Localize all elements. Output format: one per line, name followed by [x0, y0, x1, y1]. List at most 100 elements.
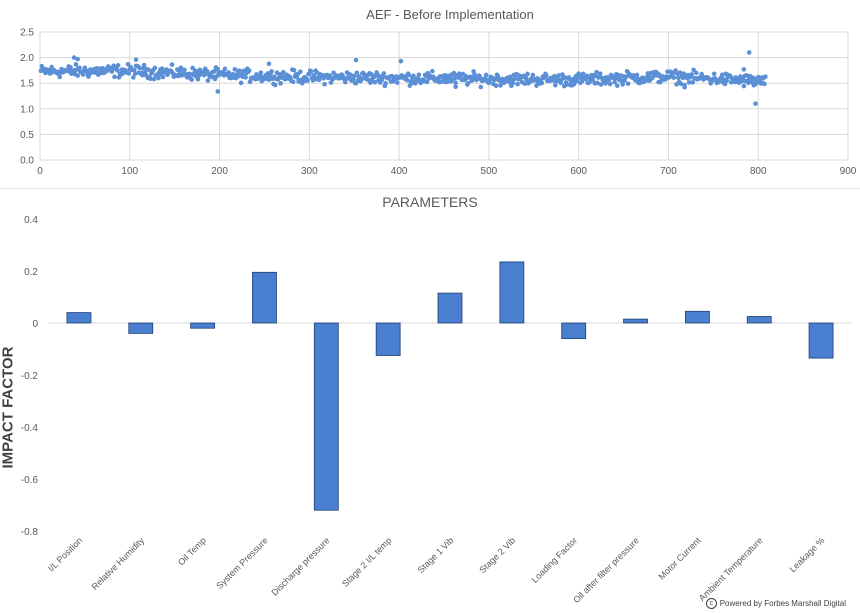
y-tick-label: 0 [32, 319, 38, 330]
scatter-plot-area: 0 100 200 300 400 500 600 700 800 900 0.0 0.5 1.0 1.5… [20, 28, 857, 178]
bar [252, 271, 277, 324]
scatter-point [597, 71, 603, 76]
x-tick-label: 200 [211, 166, 228, 177]
x-tick-label: 700 [660, 166, 677, 177]
bar-chart: PARAMETERS IMPACT FACTOR 0.4 0.2 0 -0.2 -0.4… [0, 188, 860, 613]
scatter-point [595, 80, 600, 86]
scatter-chart: AEF - Before Implementation 0 100 200 300 40… [0, 0, 860, 188]
x-category-label: Stage 2 I/L temp [340, 535, 394, 589]
scatter-point [406, 72, 412, 78]
scatter-point [160, 74, 166, 80]
scatter-point [146, 67, 151, 73]
x-tick-label: 900 [840, 166, 857, 177]
scatter-point [614, 83, 620, 88]
scatter-point [564, 82, 570, 87]
bar [808, 322, 834, 359]
scatter-point [676, 75, 681, 81]
footer: c Powered by Forbes Marshall Digital [705, 598, 846, 609]
scatter-point [247, 79, 253, 85]
scatter-point [607, 81, 613, 87]
scatter-point [151, 76, 157, 82]
scatter-point [525, 71, 530, 77]
scatter-point [553, 82, 558, 88]
scatter-point [305, 78, 310, 83]
scatter-point [612, 79, 617, 85]
bar [66, 312, 92, 324]
scatter-point [395, 80, 400, 85]
scatter-point [351, 73, 357, 79]
y-tick-label: 0.4 [24, 215, 38, 226]
scatter-point [762, 81, 767, 87]
x-category-label: I/L Position [46, 535, 84, 573]
y-tick-label: 0.5 [20, 130, 34, 141]
scatter-point [222, 66, 228, 72]
scatter-point [671, 75, 677, 80]
scatter-point [741, 83, 747, 89]
scatter-point [478, 84, 484, 90]
scatter-point [246, 68, 252, 73]
scatter-point [215, 89, 221, 94]
scatter-point [495, 73, 501, 79]
scatter-point [126, 71, 132, 76]
bar [684, 310, 710, 324]
x-tick-label: 0 [37, 166, 43, 177]
scatter-point [580, 71, 586, 77]
scatter-point [724, 78, 730, 83]
scatter-point [556, 73, 562, 78]
scatter-point [291, 67, 297, 73]
scatter-point [430, 68, 435, 74]
x-category-label: Motor Current [656, 535, 703, 582]
scatter-point [686, 80, 692, 85]
scatter-point [690, 80, 695, 85]
copyright-icon: c [705, 598, 717, 609]
scatter-point [574, 78, 580, 84]
x-category-label: Relative Humidity [90, 535, 147, 592]
scatter-point [280, 69, 286, 75]
bar-chart-title: PARAMETERS [382, 194, 478, 210]
scatter-point [269, 69, 274, 74]
x-tick-label: 500 [481, 166, 498, 177]
scatter-point [530, 72, 536, 78]
scatter-points [38, 50, 768, 106]
y-tick-label: -0.8 [21, 527, 39, 538]
scatter-point [308, 69, 314, 74]
bar-plot-area: 0.4 0.2 0 -0.2 -0.4 -0.6 -0.8 I/L Position Relat… [21, 215, 852, 605]
y-tick-label: 0.2 [24, 267, 38, 278]
scatter-point [132, 71, 138, 76]
scatter-point [133, 57, 139, 62]
scatter-point [131, 75, 136, 80]
scatter-point [620, 82, 625, 87]
x-tick-label: 400 [391, 166, 408, 177]
scatter-point [720, 72, 725, 77]
x-category-label: Stage 2 Vib [477, 535, 517, 575]
scatter-point [298, 69, 303, 74]
scatter-point [539, 80, 545, 86]
x-category-label: Oil Temp [176, 535, 208, 567]
scatter-point [182, 67, 187, 73]
scatter-point [73, 62, 79, 67]
x-category-label: Oil after filter pressure [571, 535, 641, 605]
x-tick-label: 800 [750, 166, 767, 177]
scatter-point [237, 68, 242, 73]
scatter-point [634, 72, 640, 78]
scatter-point [243, 75, 248, 80]
scatter-point [75, 73, 81, 78]
scatter-point [77, 65, 82, 71]
scatter-point [623, 74, 629, 79]
scatter-point [189, 77, 195, 82]
scatter-point [148, 76, 153, 82]
bar [561, 322, 587, 339]
x-tick-label: 600 [570, 166, 587, 177]
x-category-label: Loading Factor [530, 535, 580, 585]
scatter-point [152, 65, 158, 71]
scatter-point [398, 58, 404, 64]
scatter-point [453, 84, 458, 90]
scatter-point [510, 80, 516, 86]
scatter-point [691, 67, 696, 73]
scatter-point [483, 72, 489, 78]
scatter-point [416, 72, 422, 78]
scatter-point [238, 80, 244, 86]
scatter-point [57, 74, 63, 80]
scatter-point [741, 67, 747, 72]
scatter-point [272, 82, 278, 88]
